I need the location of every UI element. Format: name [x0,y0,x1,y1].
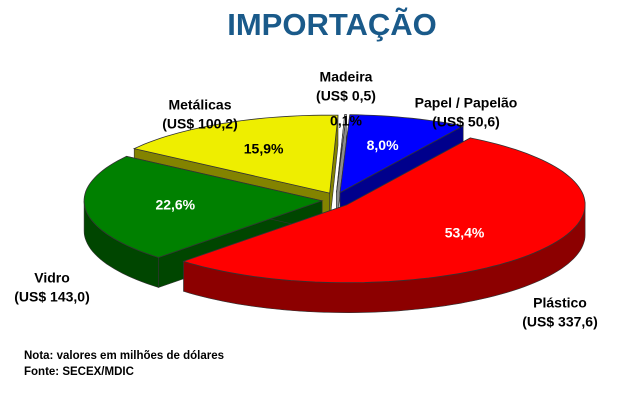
source: Fonte: SECEX/MDIC [24,366,134,378]
pie-slice [336,114,347,193]
pie-slice [339,114,465,194]
pie-slice [132,114,339,194]
pie-slice [83,155,324,258]
amount-label: (US$ 50,6) [432,114,500,130]
note: Nota: valores em milhões de dólares [24,350,224,362]
value-label: 53,4% [445,225,485,241]
value-label: 15,9% [244,141,284,157]
value-label: 8,0% [367,137,399,153]
amount-label: (US$ 337,6) [522,314,597,330]
category-label: Papel / Papelão [415,95,518,111]
chart-title: IMPORTAÇÃO [227,7,437,42]
category-label: Vidro [34,270,70,286]
pie-slice [182,137,586,284]
amount-label: (US$ 0,5) [316,88,376,104]
category-label: Metálicas [168,97,231,113]
amount-label: (US$ 143,0) [14,289,89,305]
category-label: Madeira [320,69,373,85]
value-label: 22,6% [155,196,195,212]
slice [336,114,347,223]
category-label: Plástico [533,295,587,311]
value-label: 0,1% [330,113,362,129]
amount-label: (US$ 100,2) [162,116,237,132]
slice [83,155,324,288]
slice [182,137,586,314]
